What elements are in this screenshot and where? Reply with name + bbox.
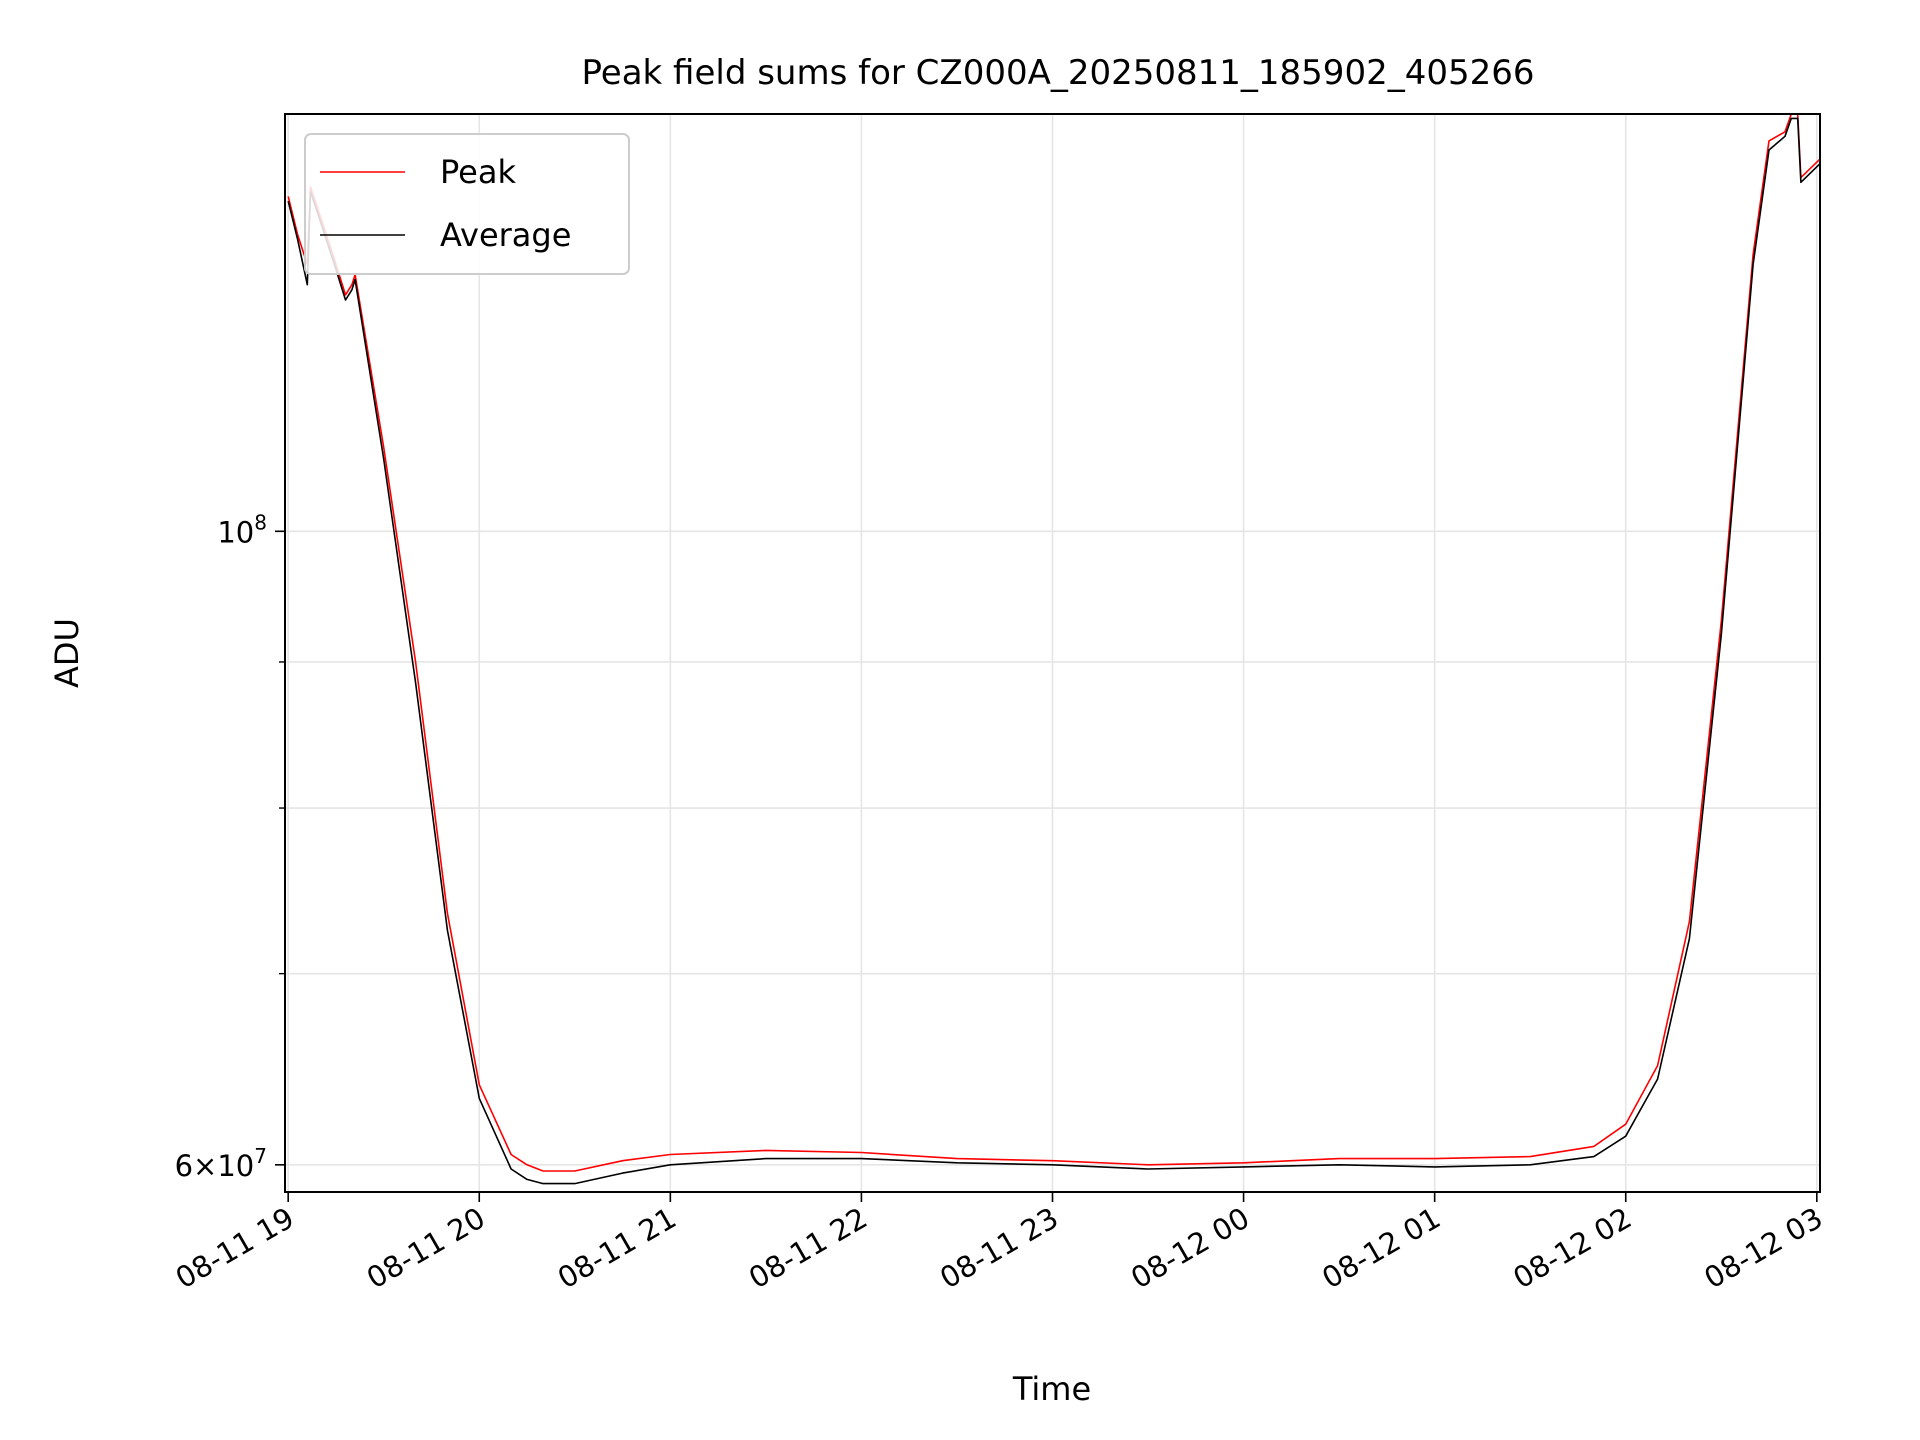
y-axis: 108 6×107 <box>175 510 285 1183</box>
series-group <box>287 113 1821 1185</box>
legend-box <box>304 133 630 275</box>
y-tick-label: 108 <box>217 510 267 549</box>
legend-label: Average <box>440 216 571 254</box>
series-line-average <box>287 117 1821 1185</box>
y-tick-label: 6×107 <box>175 1144 267 1183</box>
y-axis-label: ADU <box>48 618 86 688</box>
chart-title: Peak field sums for CZ000A_20250811_1859… <box>582 53 1535 93</box>
legend: Peak Average <box>304 133 630 275</box>
legend-label: Peak <box>440 153 516 191</box>
series-line-peak <box>287 113 1821 1172</box>
x-axis-label: Time <box>1012 1370 1091 1408</box>
